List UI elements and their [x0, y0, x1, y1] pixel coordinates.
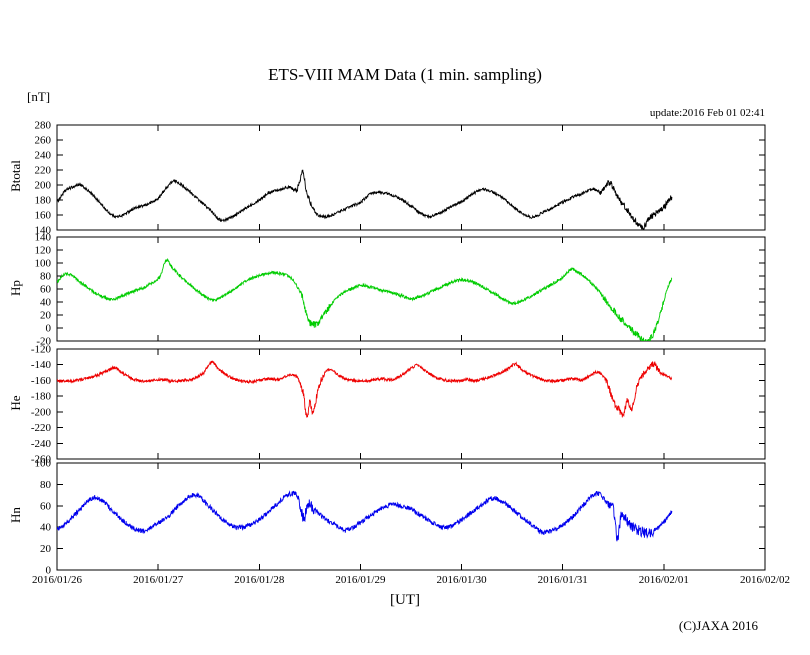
- x-tick-label: 2016/01/28: [234, 574, 285, 586]
- y-tick-label: -20: [36, 336, 51, 348]
- update-timestamp: update:2016 Feb 01 02:41: [649, 107, 765, 119]
- x-tick-label: 2016/01/31: [538, 574, 588, 586]
- x-tick-label: 2016/01/26: [32, 574, 83, 586]
- y-tick-label: 20: [40, 310, 52, 322]
- y-tick-label: 200: [35, 180, 52, 192]
- y-tick-label: -200: [31, 406, 52, 418]
- y-tick-label: 140: [35, 225, 52, 237]
- hp-trace: [57, 257, 673, 341]
- y-tick-label: 100: [35, 458, 52, 470]
- x-tick-label: 2016/02/02: [740, 574, 790, 586]
- y-tick-label: -220: [31, 422, 52, 434]
- x-tick-label: 2016/01/29: [335, 574, 386, 586]
- y-tick-label: 0: [46, 323, 52, 335]
- y-tick-label: 0: [46, 565, 52, 577]
- x-tick-label: 2016/01/27: [133, 574, 184, 586]
- y-tick-label: -160: [31, 375, 52, 387]
- y-tick-label: 220: [35, 165, 52, 177]
- copyright-label: (C)JAXA 2016: [678, 618, 758, 633]
- y-tick-label: 260: [35, 135, 52, 147]
- y-tick-label: 280: [35, 120, 52, 132]
- y-tick-label: 180: [35, 195, 52, 207]
- x-axis-label: [UT]: [390, 592, 420, 608]
- y-tick-label: -120: [31, 344, 52, 356]
- y-tick-label: 20: [40, 543, 52, 555]
- y-tick-label: 240: [35, 150, 52, 162]
- y-tick-label: 140: [35, 232, 52, 244]
- chart-title: ETS-VIII MAM Data (1 min. sampling): [268, 65, 542, 84]
- he-trace: [57, 360, 673, 418]
- y-tick-label: 40: [40, 297, 52, 309]
- y-tick-label: -240: [31, 438, 52, 450]
- y-tick-label: 80: [40, 271, 52, 283]
- y-tick-label: 120: [35, 245, 52, 257]
- y-tick-label: -140: [31, 359, 52, 371]
- y-tick-label: 60: [40, 500, 52, 512]
- y-tick-label: 40: [40, 522, 52, 534]
- y-tick-label: 100: [35, 258, 52, 270]
- y-tick-label: 60: [40, 284, 52, 296]
- y-unit-label: [nT]: [27, 89, 51, 104]
- y-tick-label: 80: [40, 479, 52, 491]
- y-tick-label: 160: [35, 210, 52, 222]
- y-tick-label: -180: [31, 391, 52, 403]
- y-tick-label: -260: [31, 454, 52, 466]
- btotal-trace: [57, 169, 673, 230]
- x-tick-label: 2016/02/01: [639, 574, 689, 586]
- x-tick-label: 2016/01/30: [437, 574, 488, 586]
- hn-trace: [57, 490, 673, 542]
